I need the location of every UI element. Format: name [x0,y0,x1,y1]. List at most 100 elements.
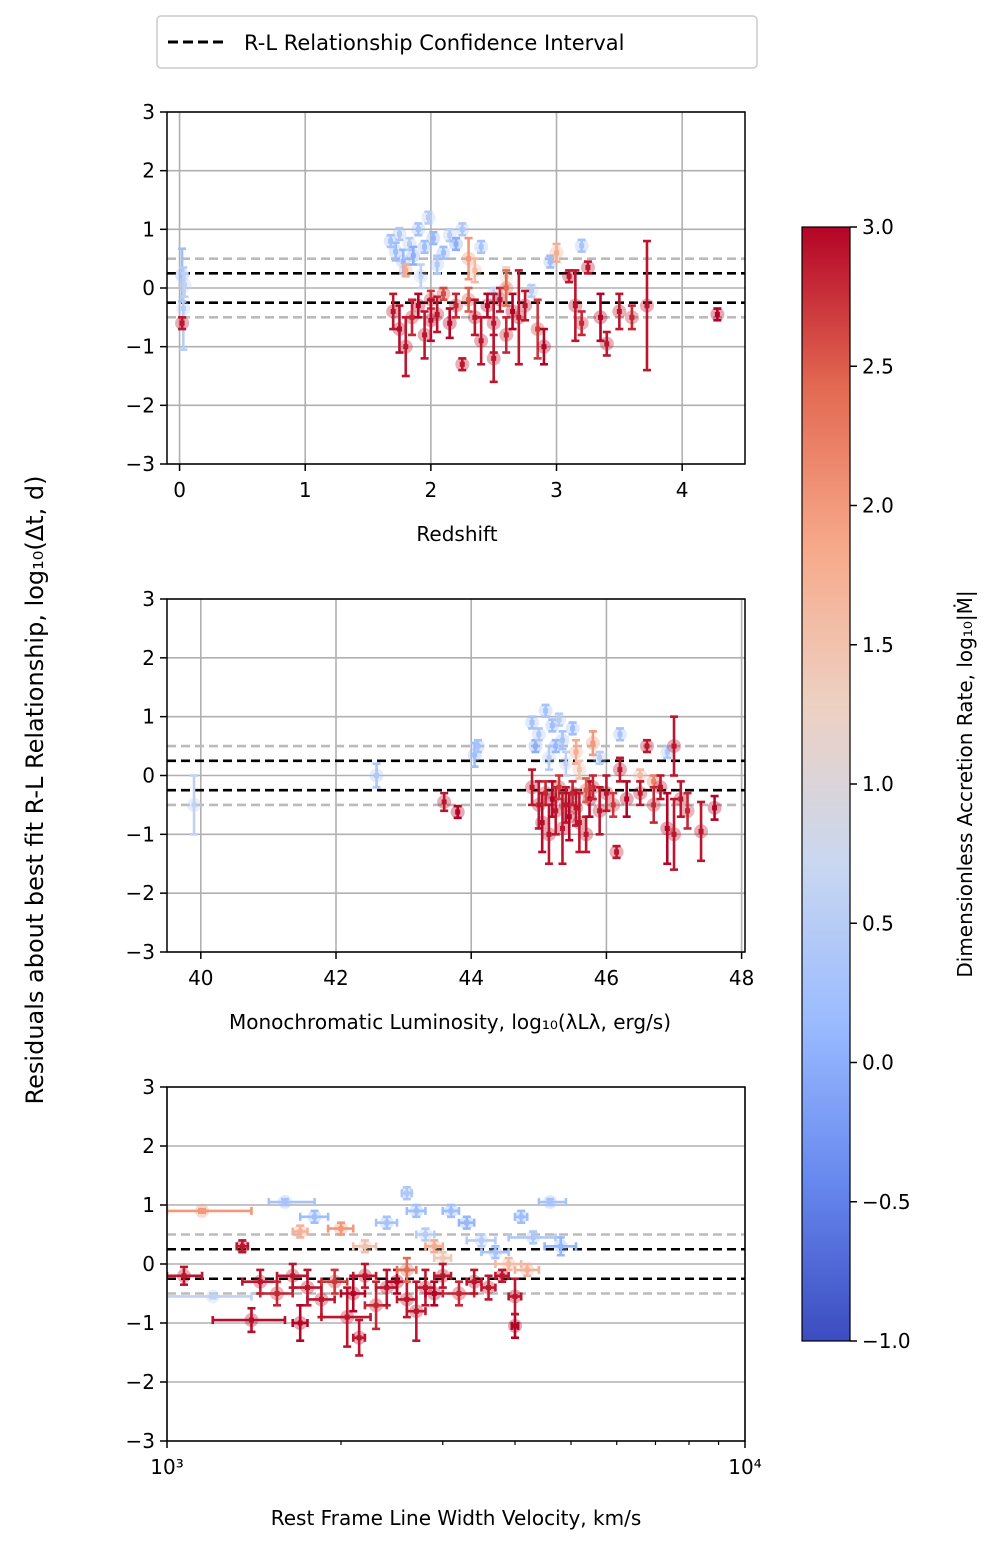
colorbar-tick-label: 2.5 [862,354,894,378]
data-point [624,304,639,331]
data-point [507,1277,523,1316]
data-point [320,1286,372,1348]
data-point-marker [579,320,585,326]
line-width-panel-grid [166,1086,746,1442]
data-point-marker [590,784,596,790]
data-point [565,721,580,736]
data-point [518,289,533,322]
data-point [415,1268,436,1307]
data-point-marker [440,291,446,297]
y-tick-label: 0 [142,764,155,788]
data-point-marker [579,243,585,249]
data-point [480,292,495,319]
data-point-marker [536,731,542,737]
data-point [494,1268,510,1283]
redshift-panel-data-points [175,210,725,384]
data-point [442,307,457,340]
y-tick-label: −3 [126,1429,155,1453]
data-point [574,310,589,337]
data-point-marker [478,244,484,250]
data-point [505,292,520,331]
data-point-marker [549,722,555,728]
data-point-marker [556,717,562,723]
line-width-panel-x-label: Rest Frame Line Width Velocity, km/s [271,1506,642,1530]
shared-y-axis-label: Residuals about best fit R-L Relationshi… [21,476,49,1105]
data-point [415,1227,436,1242]
data-point-marker [617,731,623,737]
y-tick-label: 1 [142,217,155,241]
data-point-marker [441,799,447,805]
data-point [660,744,675,760]
colorbar-gradient [801,226,851,1342]
data-point-marker [637,790,643,796]
data-point-marker [518,1214,524,1220]
data-point [592,785,607,836]
data-point-marker [657,784,663,790]
colorbar-label: Dimensionless Accretion Rate, log₁₀|Ṁ| [953,590,977,977]
data-point [694,800,709,863]
data-point [351,1318,367,1357]
data-point [467,741,482,768]
data-point [513,1209,529,1224]
data-point-marker [459,226,465,232]
data-point [531,727,546,742]
y-tick-label: 1 [142,705,155,729]
data-point-marker [559,737,565,743]
data-point [441,1203,461,1219]
redshift-panel-ticks: −3 −2 −1 0 1 2 3 0 1 2 3 4 [126,100,689,502]
data-point [430,295,445,334]
data-point [369,762,384,789]
data-point [405,298,420,337]
legend: R-L Relationship Confidence Interval [156,15,758,69]
data-point-marker [428,317,434,323]
y-tick-label: 3 [142,1075,155,1099]
data-point-marker [573,749,579,755]
data-point [562,791,577,842]
data-point-marker [422,1285,428,1291]
data-point-marker [547,1199,553,1205]
data-point [449,236,463,252]
data-point-marker [180,306,186,312]
y-tick-label: −2 [126,881,155,905]
data-point-marker [539,820,545,826]
data-point-marker [573,805,579,811]
data-point [455,222,470,237]
data-point-marker [543,790,549,796]
y-tick-label: −1 [126,335,155,359]
data-point [579,777,594,804]
data-point-marker [248,1317,254,1323]
data-point [457,1215,476,1230]
data-point-marker [472,752,478,758]
colorbar-tick-label: −0.5 [862,1190,911,1214]
colorbar-ticks: −1.0 −0.5 0.0 0.5 1.0 1.5 2.0 2.5 3.0 [850,215,911,1353]
data-point [411,292,426,319]
data-point [432,1262,453,1289]
colorbar-tick-label: 1.0 [862,772,894,796]
data-point [619,780,634,818]
data-point-marker [651,778,657,784]
y-tick-label: 3 [142,587,155,611]
data-point-marker [356,1335,362,1341]
colorbar-tick-label: −1.0 [862,1329,911,1353]
data-point-marker [274,1291,280,1296]
data-point [612,727,627,742]
x-tick-label: 42 [323,966,348,990]
data-point [536,327,551,366]
data-point [421,210,436,225]
data-point-marker [338,1226,344,1232]
data-point [405,1203,427,1219]
data-point [541,744,556,771]
data-point [660,791,675,866]
data-point [593,292,608,343]
data-point [423,298,438,343]
data-point [609,844,624,860]
data-point-marker [512,1293,518,1299]
data-point-marker [404,1296,410,1302]
data-point [267,1195,316,1210]
data-point-marker [651,802,657,808]
data-point-marker [597,755,603,761]
data-point-marker [528,288,534,294]
data-point-marker [576,820,582,826]
data-point [599,330,614,357]
data-point-marker [304,1285,310,1291]
